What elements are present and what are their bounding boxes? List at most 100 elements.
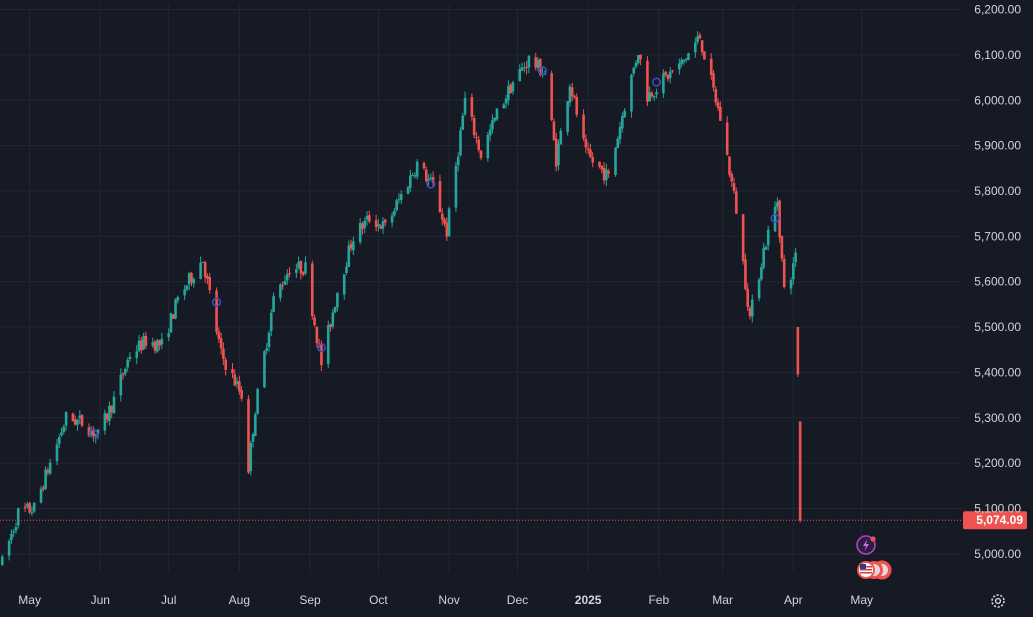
us-flag-icon[interactable] [857, 560, 892, 580]
candle-body [126, 359, 129, 368]
event-marker[interactable] [537, 66, 548, 76]
last-price-label: 5,074.09 [976, 513, 1023, 527]
candle-body [299, 261, 303, 274]
candle-body [215, 290, 218, 332]
candle-body [796, 327, 800, 375]
candle-body [256, 388, 259, 414]
candle-body [272, 296, 275, 312]
candle-body [618, 126, 622, 140]
candle-body [607, 171, 610, 174]
candle-body [621, 116, 624, 129]
candle-body [507, 86, 510, 101]
candle-body [199, 262, 202, 279]
event-marker[interactable] [770, 213, 780, 223]
candle-body [240, 390, 243, 399]
candle-body [238, 381, 241, 392]
candle-body [192, 279, 196, 284]
candle-body [151, 342, 155, 346]
candle-body [728, 156, 731, 175]
x-tick-label: Dec [507, 593, 528, 607]
candle-body [552, 121, 556, 140]
candle-body [584, 138, 588, 148]
candle-body [46, 469, 50, 473]
candle-body [80, 414, 84, 426]
candle-body [76, 419, 79, 425]
candle-body [171, 314, 175, 319]
candle-body [735, 191, 738, 214]
candle-body [693, 42, 697, 53]
candle-body [304, 262, 307, 274]
candle-body [39, 488, 43, 503]
candle-body [409, 175, 412, 188]
candle-body [431, 177, 435, 183]
candle-body [381, 221, 385, 229]
candle-body [589, 149, 592, 157]
candle-body [636, 55, 640, 64]
candle-body [92, 428, 95, 437]
candle-body [652, 96, 656, 98]
x-tick-label: Apr [784, 593, 803, 607]
candle-body [263, 351, 266, 388]
candle-body [395, 200, 398, 211]
candle-body [773, 206, 777, 232]
candle-body [174, 299, 177, 319]
candle-body [447, 208, 451, 237]
candle-body [762, 248, 765, 268]
y-axis: 6,200.00 6,100.00 6,000.00 5,900.00 5,800.00… [974, 3, 1021, 561]
candle-body [454, 165, 458, 208]
candle-body [342, 274, 346, 295]
event-marker[interactable] [316, 342, 327, 353]
candle-body [684, 58, 688, 60]
x-tick-label: Aug [229, 593, 250, 607]
gear-icon[interactable] [990, 593, 1006, 609]
candle-body [367, 215, 371, 222]
candle-body [719, 107, 722, 121]
candle-body [390, 215, 394, 223]
candle-body [662, 73, 665, 94]
event-markers [88, 66, 780, 439]
candle-body [167, 333, 170, 338]
candle-body [573, 95, 576, 98]
candle-body [678, 63, 681, 70]
candle-body [73, 419, 77, 425]
y-tick-label: 5,900.00 [974, 139, 1021, 153]
candle-body [224, 359, 227, 370]
candle-body [668, 71, 672, 79]
candle-body [527, 56, 531, 68]
y-tick-label: 6,200.00 [974, 3, 1021, 17]
candle-body [0, 556, 4, 565]
candle-body [582, 114, 585, 139]
candle-body [456, 156, 460, 166]
event-marker[interactable] [651, 77, 662, 87]
candle-body [427, 178, 430, 181]
event-marker[interactable] [88, 429, 99, 439]
candle-body [26, 504, 29, 507]
y-tick-label: 5,600.00 [974, 275, 1021, 289]
candle-body [479, 150, 483, 158]
event-marker[interactable] [211, 297, 222, 307]
x-tick-label: 2025 [575, 593, 602, 607]
candle-body [219, 338, 223, 349]
candle-body [495, 108, 499, 120]
candle-body [764, 246, 768, 250]
y-tick-label: 5,000.00 [974, 547, 1021, 561]
candle-body [379, 225, 382, 229]
candle-body [415, 161, 419, 177]
candle-body [44, 469, 47, 489]
y-tick-label: 5,700.00 [974, 229, 1021, 243]
candle-body [687, 53, 690, 61]
y-tick-label: 5,100.00 [974, 501, 1021, 515]
candle-body [89, 430, 93, 435]
candle-body [648, 92, 651, 102]
lightning-bolt-icon[interactable] [856, 535, 876, 555]
candle-body [121, 373, 125, 375]
candle-body [160, 338, 164, 345]
candle-body [511, 82, 515, 92]
candle-body [725, 122, 729, 155]
candle-body [406, 187, 410, 194]
candle-body [326, 325, 330, 365]
event-marker[interactable] [426, 179, 436, 189]
candle-body [491, 120, 494, 130]
